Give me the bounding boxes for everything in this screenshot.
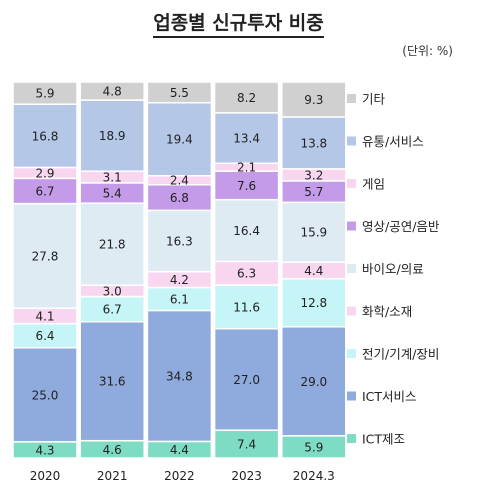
data-label: 6.4: [35, 329, 54, 343]
bar-segment: [281, 116, 347, 170]
data-label: 27.0: [233, 373, 260, 387]
bar-segment: [146, 184, 213, 212]
category-label: 2023: [231, 469, 262, 483]
legend-swatch: [347, 136, 356, 146]
data-label: 11.6: [233, 300, 260, 314]
bar-segment: [213, 170, 280, 201]
bar-segment: [79, 99, 145, 172]
data-label: 7.6: [237, 179, 256, 193]
data-label: 8.2: [237, 91, 256, 105]
category-label: 2020: [30, 469, 61, 483]
bar-segment: [12, 81, 78, 105]
data-label: 6.1: [170, 292, 189, 306]
category-label: 2021: [97, 469, 128, 483]
bar-segment: [146, 209, 213, 273]
bar-segment: [79, 202, 145, 286]
legend-swatch: [347, 349, 356, 358]
data-label: 29.0: [300, 375, 327, 389]
bar-segment: [213, 112, 280, 164]
data-label: 4.4: [304, 264, 323, 278]
data-label: 7.4: [237, 438, 256, 452]
data-label: 3.0: [103, 284, 122, 298]
chart-title: 업종별 신규투자 비중: [0, 8, 477, 38]
data-label: 4.1: [35, 309, 54, 323]
data-label: 4.4: [170, 443, 189, 457]
data-label: 13.8: [300, 136, 327, 150]
legend-label: ICT서비스: [362, 389, 417, 404]
data-label: 6.7: [103, 303, 122, 317]
data-label: 4.6: [103, 443, 122, 457]
bar-segment: [213, 198, 280, 263]
data-label: 34.8: [166, 369, 193, 383]
data-label: 4.2: [170, 273, 189, 287]
bar-segment: [146, 81, 213, 104]
data-label: 5.9: [35, 87, 54, 101]
bars-group: [12, 81, 347, 459]
bar-segment: [79, 321, 145, 442]
legend-swatch: [347, 434, 356, 443]
data-label: 16.8: [32, 129, 59, 143]
data-label: 4.3: [35, 443, 54, 457]
legend-label: 유통/서비스: [362, 134, 424, 149]
legend-label: 화학/소재: [362, 304, 412, 319]
data-label: 21.8: [99, 238, 126, 252]
data-label: 4.8: [103, 85, 122, 99]
data-label: 15.9: [300, 226, 327, 240]
data-label: 2.1: [237, 161, 256, 175]
bar-segment: [281, 326, 347, 437]
bar-segment: [79, 81, 145, 101]
unit-label: (단위: %): [402, 44, 453, 58]
data-label: 12.8: [300, 296, 327, 310]
data-label: 6.7: [35, 184, 54, 198]
bar-segment: [213, 81, 280, 114]
legend-swatch: [347, 221, 356, 231]
data-label: 27.8: [32, 249, 59, 263]
data-label: 18.9: [99, 129, 126, 143]
bar-segment: [146, 101, 213, 177]
data-label: 5.7: [304, 185, 323, 199]
legend-label: 영상/공연/음반: [362, 219, 440, 234]
category-labels-group: 2020 2021 2022 2023 2024.3: [30, 469, 335, 483]
category-label: 2022: [164, 469, 195, 483]
bar-segment: [281, 201, 347, 263]
data-label: 25.0: [32, 388, 59, 402]
data-label: 6.3: [237, 267, 256, 281]
data-label: 5.5: [170, 86, 189, 100]
legend-label: ICT제조: [362, 432, 405, 447]
legend-label: 바이오/의료: [362, 262, 424, 277]
legend-swatch: [347, 306, 356, 316]
data-label: 31.6: [99, 375, 126, 389]
legend-swatch: [347, 179, 356, 188]
legend-label: 게임: [362, 177, 385, 192]
bar-segment: [213, 429, 280, 459]
data-label: 9.3: [304, 93, 323, 107]
legend-swatch: [347, 391, 356, 401]
data-label: 16.4: [233, 224, 260, 238]
bar-segment: [12, 103, 78, 169]
data-label: 3.2: [304, 168, 323, 182]
legend-swatch: [347, 264, 356, 273]
data-label: 5.4: [103, 187, 122, 201]
bar-segment: [12, 322, 78, 349]
data-label: 16.3: [166, 235, 193, 249]
bar-segment: [146, 309, 213, 443]
data-label: 2.4: [170, 174, 189, 188]
data-label: 19.4: [166, 133, 193, 147]
segment-labels-group: 4.3 25.0 6.4 4.1 27.8 6.7 2.9 16.8 5.9 4.6 31.6 6.7…: [32, 85, 328, 458]
data-label: 5.9: [304, 440, 323, 454]
data-label: 6.8: [170, 191, 189, 205]
data-label: 2.9: [35, 166, 54, 180]
category-label: 2024.3: [293, 469, 335, 483]
legend-label: 전기/기계/장비: [362, 347, 439, 362]
legend-swatch: [347, 94, 356, 103]
data-label: 13.4: [233, 132, 260, 146]
bar-segment: [281, 81, 347, 118]
data-label: 3.1: [103, 171, 122, 185]
legend-label: 기타: [362, 92, 386, 107]
